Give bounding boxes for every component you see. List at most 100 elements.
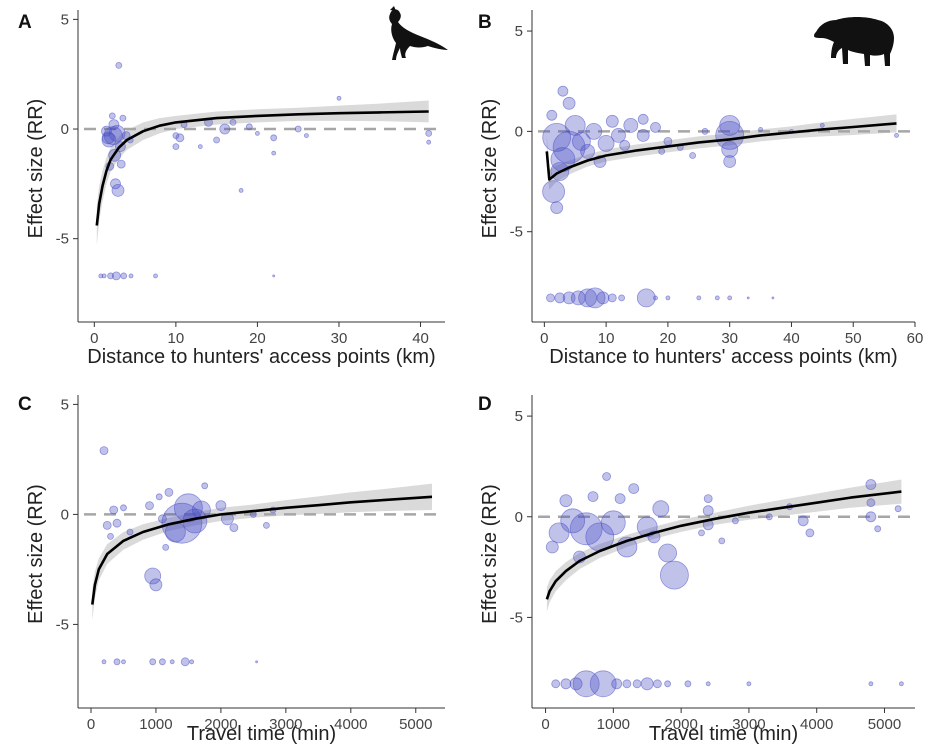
data-point-d-36: [572, 670, 600, 698]
data-point-b-25: [689, 152, 696, 159]
data-point-c-26: [101, 659, 107, 665]
fit-curve-c: [91, 495, 433, 605]
data-point-d-10: [559, 494, 573, 508]
y-tick-label-b-0: 0: [515, 123, 523, 140]
y-tick-label-c-5: 5: [61, 396, 69, 413]
data-point-b-12: [562, 96, 576, 110]
data-point-d-16: [587, 491, 599, 503]
data-point-d-18: [702, 505, 714, 517]
data-point-a-13: [111, 271, 121, 281]
data-point-d-6: [636, 516, 658, 538]
x-axis-title-d: Travel time (min): [649, 723, 798, 745]
data-point-b-15: [550, 201, 564, 215]
data-point-d-40: [632, 679, 642, 689]
data-point-a-40: [254, 130, 260, 136]
x-axis-title-b: Distance to hunters' access points (km): [549, 346, 897, 368]
data-point-b-23: [723, 155, 737, 168]
data-point-b-30: [894, 132, 899, 138]
data-point-a-15: [101, 273, 107, 279]
data-point-b-47: [696, 295, 702, 301]
data-point-a-43: [229, 119, 237, 126]
data-point-b-32: [650, 122, 661, 133]
data-point-a-41: [238, 187, 244, 193]
panel-letter-a: A: [18, 12, 32, 33]
data-point-a-42: [197, 144, 203, 150]
data-point-a-17: [128, 273, 134, 279]
x-tick-label-a-30: 30: [331, 330, 348, 347]
data-point-a-9: [108, 112, 116, 120]
data-point-c-29: [149, 658, 157, 666]
data-point-b-13: [557, 85, 569, 97]
data-point-b-34: [658, 147, 666, 155]
x-tick-label-b-0: 0: [540, 330, 548, 347]
data-point-b-22: [721, 140, 739, 158]
x-tick-label-b-50: 50: [845, 330, 862, 347]
data-point-b-10: [623, 118, 639, 133]
data-point-c-0: [161, 502, 203, 544]
data-point-c-24: [126, 528, 134, 536]
y-tick-label-a--5: -5: [56, 231, 69, 248]
data-point-a-16: [98, 273, 104, 279]
data-point-a-21: [101, 131, 115, 145]
data-point-c-13: [157, 514, 167, 524]
marks-a: 5 0 -5 0 10 20 30 40: [56, 10, 445, 347]
data-point-d-37: [589, 670, 617, 698]
data-point-c-5: [144, 567, 162, 585]
y-tick-label-a-5: 5: [61, 11, 69, 28]
data-point-d-44: [684, 680, 692, 688]
data-point-d-24: [797, 515, 809, 527]
data-point-b-44: [636, 288, 656, 308]
data-point-c-20: [262, 522, 270, 529]
fit-curve-a: [95, 110, 429, 226]
data-point-c-33: [189, 659, 195, 665]
y-axis-title-c: Effect size (RR): [25, 484, 47, 624]
data-point-b-51: [771, 296, 775, 300]
data-point-b-48: [714, 295, 720, 301]
data-point-c-1: [173, 493, 203, 523]
x-tick-label-b-60: 60: [907, 330, 924, 347]
x-tick-label-d-2000: 2000: [664, 716, 697, 733]
x-tick-label-d-1000: 1000: [597, 716, 630, 733]
data-point-d-45: [705, 681, 711, 687]
data-point-b-41: [596, 291, 610, 305]
data-point-a-35: [294, 125, 302, 133]
data-point-d-29: [874, 525, 882, 533]
data-point-a-6: [111, 183, 125, 197]
panel-b: B Effect size (RR) Distance to hunters' …: [478, 10, 923, 368]
data-point-b-46: [665, 295, 671, 301]
data-point-d-11: [545, 540, 559, 554]
data-point-d-30: [894, 505, 902, 513]
data-point-c-15: [201, 482, 209, 490]
data-point-d-22: [732, 517, 739, 525]
x-tick-label-b-40: 40: [783, 330, 800, 347]
data-point-b-7: [585, 122, 603, 140]
data-point-c-28: [121, 659, 126, 665]
curassow-silhouette-icon: [389, 6, 448, 60]
data-point-d-47: [868, 681, 874, 687]
y-tick-label-c--5: -5: [56, 616, 69, 633]
data-point-c-27: [113, 658, 121, 666]
data-point-d-32: [718, 537, 726, 545]
data-point-a-22: [108, 119, 120, 130]
y-tick-label-d--5: -5: [510, 609, 523, 626]
data-point-d-48: [899, 681, 904, 687]
panel-a: A Effect size (RR) Distance to hunters' …: [18, 6, 448, 368]
x-tick-label-c-4000: 4000: [334, 716, 367, 733]
data-point-a-30: [219, 123, 231, 135]
data-point-d-35: [569, 677, 583, 691]
data-point-a-32: [270, 134, 278, 142]
data-point-a-36: [303, 133, 309, 139]
data-point-d-42: [653, 679, 662, 689]
marks-b: 50-50 10 20 30 40 50 60: [510, 10, 924, 347]
data-point-c-31: [169, 659, 175, 665]
data-point-d-8: [660, 560, 689, 590]
fit-curve-b: [545, 122, 897, 181]
data-point-d-43: [664, 680, 671, 688]
data-point-c-34: [255, 660, 259, 664]
panel-letter-b: B: [478, 12, 492, 33]
x-tick-label-a-0: 0: [90, 330, 98, 347]
x-tick-label-a-20: 20: [249, 330, 266, 347]
data-point-c-14: [164, 487, 174, 497]
x-axis-title-a: Distance to hunters' access points (km): [87, 346, 435, 368]
